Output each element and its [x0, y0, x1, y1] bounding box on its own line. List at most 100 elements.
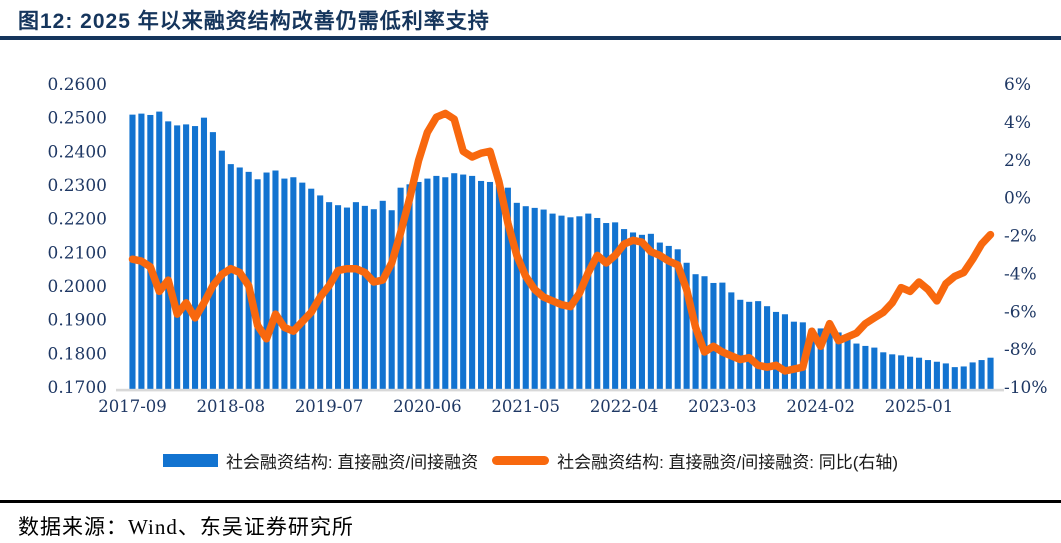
left-axis-tick: 0.1800 [48, 344, 107, 364]
bar-2022-06 [638, 234, 645, 389]
bar-2024-11 [898, 355, 905, 389]
chart-legend: 社会融资结构: 直接融资/间接融资 社会融资结构: 直接融资/间接融资: 同比(… [0, 448, 1061, 473]
bar-2017-12 [156, 111, 163, 389]
right-axis-tick: -6% [1004, 302, 1037, 322]
bar-2022-01 [594, 217, 601, 389]
left-axis-tick: 0.1700 [48, 378, 107, 398]
bar-2020-06 [424, 178, 431, 389]
bar-2019-04 [299, 182, 306, 389]
right-axis-tick: 4% [1004, 113, 1031, 133]
left-axis-tick: 0.2400 [48, 142, 107, 162]
bar-2024-04 [835, 332, 842, 389]
bar-2020-12 [478, 180, 485, 389]
bar-2017-11 [147, 114, 154, 390]
bar-2024-06 [853, 343, 860, 389]
bar-2019-12 [370, 209, 377, 389]
bar-2019-10 [352, 202, 359, 389]
bar-2023-09 [772, 311, 780, 389]
bar-2022-07 [647, 233, 654, 389]
left-axis-tick: 0.2300 [48, 176, 107, 196]
bar-2020-07 [433, 175, 440, 389]
left-axis-tick: 0.1900 [48, 311, 107, 331]
bar-2022-11 [683, 262, 690, 389]
right-axis-tick: -8% [1004, 340, 1037, 360]
bar-2024-08 [871, 347, 878, 389]
bar-2018-12 [263, 172, 270, 389]
bar-2025-02 [924, 360, 932, 389]
bar-2025-09 [987, 357, 994, 389]
bar-2024-03 [826, 331, 833, 389]
bar-2019-08 [335, 205, 342, 389]
bar-2021-02 [495, 186, 502, 389]
bar-2023-11 [790, 321, 797, 389]
figure-title: 图12: 2025 年以来融资结构改善仍需低利率支持 [18, 10, 490, 33]
bar-series-label: 社会融资结构: 直接融资/间接融资 [225, 453, 479, 472]
bar-2022-09 [665, 245, 672, 389]
bar-2019-11 [361, 205, 368, 389]
data-source-text: 数据来源：Wind、东吴证券研究所 [18, 515, 354, 539]
bar-2018-07 [218, 150, 225, 389]
bar-2018-08 [227, 164, 234, 389]
left-axis-tick: 0.2200 [48, 210, 107, 230]
bar-2024-09 [880, 352, 887, 389]
bar-2020-02 [388, 210, 395, 389]
bar-2023-02 [710, 282, 717, 389]
left-axis-tick: 0.2500 [48, 109, 107, 129]
bar-2022-02 [603, 223, 610, 389]
bar-2021-12 [585, 213, 592, 389]
bar-2022-08 [656, 242, 663, 389]
x-axis-tick: 2022-04 [590, 397, 659, 416]
bar-2023-07 [755, 301, 762, 389]
bar-2022-04 [621, 229, 628, 389]
bar-2021-03 [504, 187, 511, 389]
bar-2023-04 [728, 292, 735, 389]
footer-divider [0, 500, 1061, 503]
bar-2023-03 [719, 282, 726, 389]
bar-2021-05 [522, 206, 529, 389]
bar-2020-03 [397, 187, 404, 389]
bar-2024-05 [844, 338, 851, 389]
bar-series-swatch [162, 454, 218, 467]
bar-2019-07 [326, 202, 333, 389]
bar-2018-04 [191, 126, 199, 389]
bar-2024-10 [889, 354, 896, 389]
bar-2021-04 [513, 202, 520, 389]
right-axis-tick: 6% [1004, 75, 1031, 95]
x-axis-tick: 2024-02 [786, 397, 855, 416]
title-divider [0, 36, 1061, 40]
bar-2023-01 [701, 276, 708, 389]
right-axis-tick: -10% [1004, 378, 1048, 398]
bar-2024-12 [907, 356, 914, 389]
bar-2020-08 [442, 177, 449, 389]
x-axis-tick: 2021-05 [491, 397, 560, 416]
bar-2018-11 [254, 179, 261, 389]
combo-chart: 0.2600 0.2500 0.2400 0.2300 0.2200 0.2100 0.20… [48, 75, 1048, 416]
yoy-line [128, 109, 995, 375]
x-axis-tick: 2018-08 [197, 397, 266, 416]
bar-2021-11 [576, 216, 583, 389]
left-axis-tick: 0.2000 [48, 277, 107, 297]
line-series-label: 社会融资结构: 直接融资/间接融资: 同比(右轴) [557, 453, 899, 472]
bar-2019-01 [272, 170, 279, 389]
bar-2023-10 [781, 314, 788, 389]
bar-2020-11 [469, 175, 476, 389]
bar-2018-02 [174, 125, 181, 390]
bar-2025-07 [969, 362, 976, 389]
right-axis-tick: 2% [1004, 151, 1031, 171]
legend-item-bar-series: 社会融资结构: 直接融资/间接融资 [162, 448, 479, 473]
bar-2024-07 [862, 345, 869, 389]
bar-2019-09 [343, 207, 351, 389]
bar-2020-04 [406, 184, 413, 389]
bar-2025-06 [960, 366, 967, 389]
x-axis-baseline [116, 388, 1004, 392]
bar-2023-06 [746, 301, 753, 389]
bar-2019-02 [281, 178, 288, 389]
bar-2025-01 [915, 357, 923, 389]
bar-2022-05 [629, 232, 637, 389]
bar-2020-05 [415, 181, 422, 389]
right-axis-tick: -4% [1004, 264, 1037, 284]
x-axis-tick: 2025-01 [885, 397, 954, 416]
bar-2025-08 [978, 360, 985, 389]
bar-2025-03 [933, 361, 940, 389]
